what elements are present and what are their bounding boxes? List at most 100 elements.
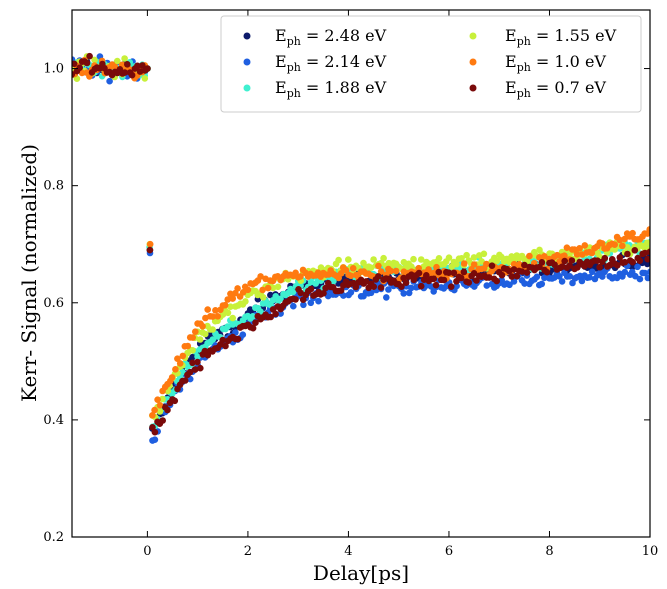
data-point bbox=[440, 276, 448, 284]
data-point bbox=[435, 268, 443, 276]
data-point bbox=[197, 364, 204, 372]
data-point bbox=[345, 256, 352, 263]
data-point bbox=[375, 262, 382, 270]
data-point bbox=[478, 258, 485, 265]
data-point bbox=[513, 272, 521, 280]
data-point bbox=[377, 284, 385, 291]
data-point bbox=[141, 75, 149, 82]
data-point bbox=[405, 289, 413, 297]
data-point bbox=[189, 334, 196, 341]
data-point bbox=[83, 59, 91, 67]
data-point bbox=[445, 269, 453, 277]
data-point bbox=[433, 263, 440, 271]
data-point bbox=[417, 282, 425, 290]
data-point bbox=[616, 254, 624, 261]
data-point bbox=[72, 60, 78, 68]
data-point bbox=[347, 272, 355, 280]
data-point bbox=[121, 55, 128, 62]
data-point bbox=[646, 248, 650, 256]
data-point bbox=[586, 274, 593, 281]
data-point bbox=[189, 359, 196, 367]
data-point bbox=[483, 260, 490, 268]
data-point bbox=[111, 63, 119, 71]
data-point bbox=[470, 261, 478, 268]
data-point bbox=[299, 296, 307, 304]
data-point bbox=[616, 236, 623, 244]
data-point bbox=[636, 257, 644, 265]
data-point bbox=[307, 299, 315, 307]
data-point bbox=[408, 263, 415, 270]
data-point bbox=[244, 286, 252, 294]
data-point bbox=[611, 246, 618, 253]
data-point bbox=[229, 295, 236, 302]
data-point bbox=[445, 254, 453, 261]
data-point bbox=[415, 269, 423, 277]
data-point bbox=[252, 319, 259, 327]
data-point bbox=[222, 342, 229, 350]
data-point bbox=[460, 268, 468, 276]
data-point bbox=[410, 255, 417, 263]
data-point bbox=[202, 330, 209, 338]
legend-label: Eph = 2.14 eV bbox=[275, 52, 387, 74]
data-point bbox=[634, 263, 641, 271]
data-point bbox=[644, 255, 650, 263]
data-point bbox=[521, 280, 528, 287]
data-point bbox=[563, 244, 571, 251]
data-point bbox=[330, 277, 337, 285]
data-point bbox=[629, 229, 636, 237]
data-point bbox=[423, 272, 430, 279]
data-point bbox=[151, 428, 159, 436]
data-point bbox=[447, 283, 455, 291]
data-point bbox=[289, 288, 297, 296]
data-point bbox=[450, 269, 458, 277]
data-point bbox=[272, 310, 279, 318]
data-point bbox=[611, 241, 618, 248]
data-point bbox=[558, 278, 566, 285]
legend: Eph = 2.48 eV Eph = 2.14 eV Eph = 1.88 eV E… bbox=[220, 15, 642, 113]
legend-marker bbox=[469, 84, 477, 92]
data-point bbox=[498, 271, 506, 279]
legend-label: Eph = 2.48 eV bbox=[275, 26, 387, 48]
data-point bbox=[297, 273, 304, 280]
data-point bbox=[453, 260, 460, 268]
data-point bbox=[315, 297, 322, 305]
data-point bbox=[561, 252, 568, 259]
data-points bbox=[72, 52, 650, 444]
legend-box bbox=[220, 15, 642, 113]
data-point bbox=[146, 240, 154, 248]
data-point bbox=[204, 306, 211, 313]
x-tick-label: 4 bbox=[344, 544, 352, 559]
data-point bbox=[561, 257, 568, 265]
data-point bbox=[156, 408, 164, 415]
y-axis-label: Kerr- Signal (normalized) bbox=[17, 144, 41, 402]
data-point bbox=[631, 247, 639, 254]
legend-marker bbox=[243, 58, 251, 66]
y-tick-label: 0.4 bbox=[43, 413, 64, 428]
data-point bbox=[458, 254, 465, 262]
data-point bbox=[224, 309, 232, 317]
data-point bbox=[134, 62, 141, 70]
data-point bbox=[573, 251, 581, 258]
data-point bbox=[121, 69, 129, 76]
data-point bbox=[229, 314, 236, 322]
data-point bbox=[493, 277, 501, 285]
legend-marker bbox=[243, 32, 251, 40]
data-point bbox=[385, 286, 392, 293]
data-point bbox=[192, 328, 199, 336]
data-point bbox=[435, 254, 443, 262]
data-point bbox=[136, 68, 144, 75]
data-point bbox=[460, 260, 468, 267]
data-point bbox=[224, 323, 231, 330]
data-point bbox=[154, 396, 161, 404]
data-point bbox=[370, 256, 377, 263]
data-point bbox=[614, 262, 621, 269]
data-point bbox=[171, 397, 179, 405]
x-tick-label: 2 bbox=[244, 544, 252, 559]
legend-label: Eph = 1.55 eV bbox=[505, 26, 617, 48]
data-point bbox=[601, 254, 609, 262]
data-point bbox=[644, 239, 650, 247]
data-point bbox=[543, 268, 551, 276]
data-point bbox=[242, 298, 249, 305]
data-point bbox=[624, 250, 631, 258]
